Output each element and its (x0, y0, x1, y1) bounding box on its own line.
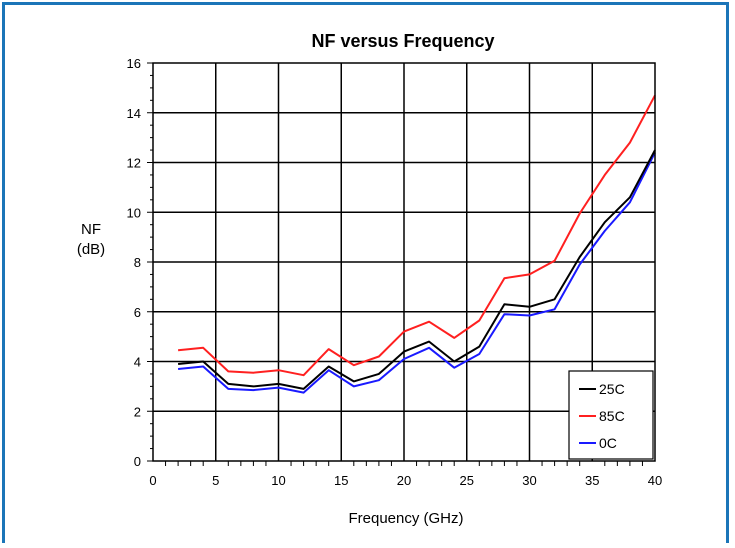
y-tick-label: 16 (127, 56, 141, 71)
series-lines (178, 94, 656, 394)
x-tick-label: 5 (212, 473, 219, 488)
grid-lines (153, 63, 655, 461)
x-tick-label: 0 (149, 473, 156, 488)
x-tick-label: 30 (522, 473, 536, 488)
x-tick-label: 35 (585, 473, 599, 488)
series-line-25c (178, 149, 656, 390)
legend-label-0c: 0C (599, 435, 617, 451)
chart-title: NF versus Frequency (311, 31, 494, 51)
legend: 25C 85C 0C (568, 370, 654, 460)
legend-label-85c: 85C (599, 408, 625, 424)
figure-frame: NF versus Frequency 0 5 10 15 20 25 30 35 40 0 2 4 6… (2, 2, 729, 543)
legend-label-25c: 25C (599, 381, 625, 397)
y-tick-label: 2 (134, 404, 141, 419)
y-tick-label: 12 (127, 156, 141, 171)
y-tick-label: 8 (134, 255, 141, 270)
y-tick-label: 14 (127, 106, 141, 121)
x-tick-label: 15 (334, 473, 348, 488)
x-tick-label: 20 (397, 473, 411, 488)
y-axis-label-line1: NF (81, 221, 101, 238)
series-line-0c (178, 152, 656, 394)
x-tick-label: 10 (271, 473, 285, 488)
x-tick-label: 25 (460, 473, 474, 488)
axis-ticks: 0 5 10 15 20 25 30 35 40 0 2 4 6 8 10 12 14 16 (127, 56, 663, 488)
y-tick-label: 10 (127, 205, 141, 220)
y-tick-label: 6 (134, 305, 141, 320)
series-line-85c (178, 94, 656, 377)
plot-border (152, 62, 656, 462)
y-axis-label-line2: (dB) (77, 241, 105, 258)
nf-chart: NF versus Frequency 0 5 10 15 20 25 30 35 40 0 2 4 6… (77, 31, 663, 527)
x-axis-label: Frequency (GHz) (348, 510, 463, 527)
y-tick-label: 4 (134, 355, 141, 370)
x-tick-label: 40 (648, 473, 662, 488)
y-tick-label: 0 (134, 454, 141, 469)
